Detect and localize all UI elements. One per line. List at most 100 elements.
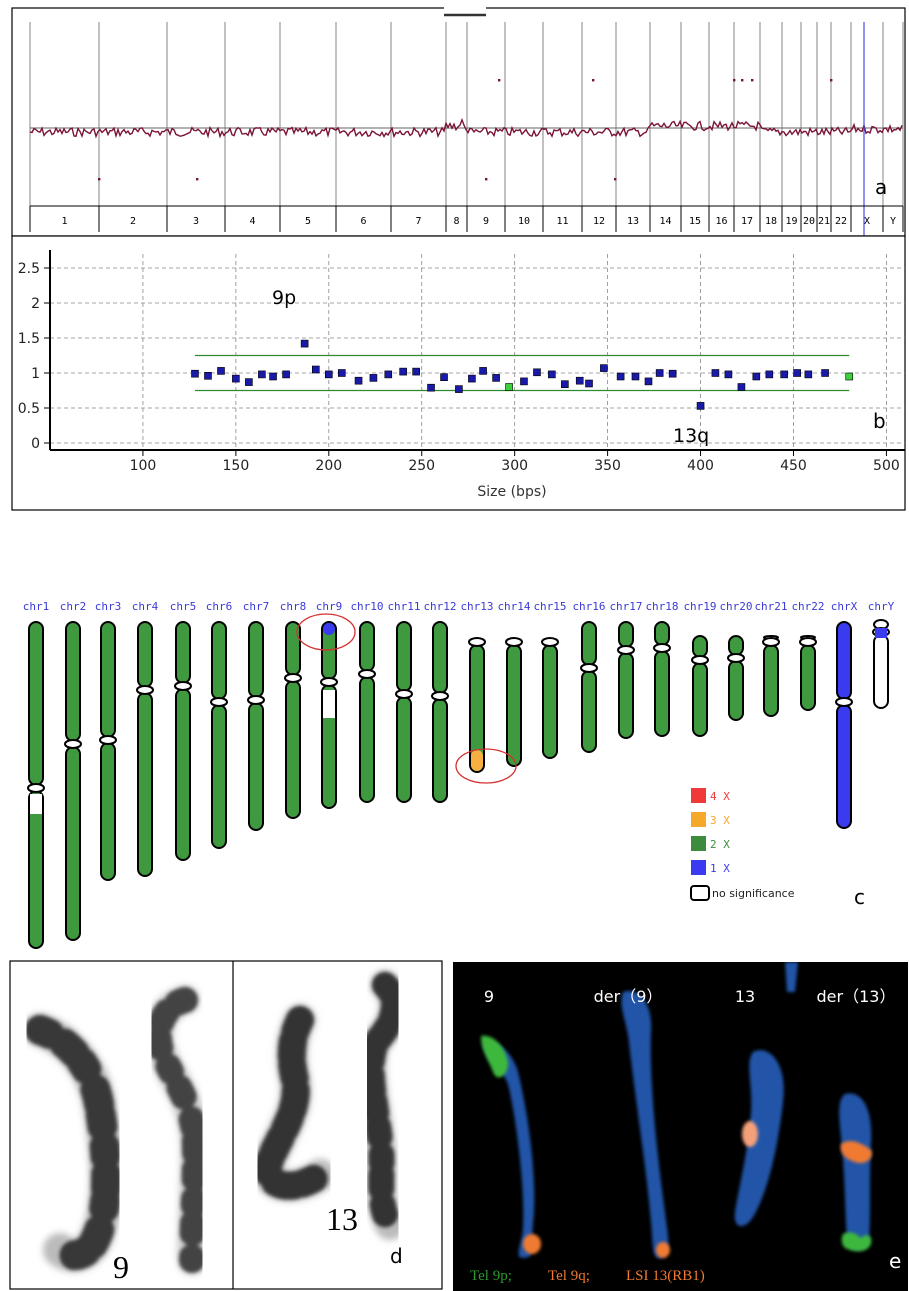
panel-b-point	[468, 374, 476, 383]
panel-e-letter: e	[889, 1249, 901, 1273]
panel-b-point	[655, 369, 664, 377]
legend-swatch-no-significance	[690, 885, 710, 901]
panel-c-ideograms	[27, 619, 890, 949]
ideogram-centromere	[835, 697, 853, 707]
panel-b-point	[217, 367, 225, 375]
ideogram-centromere	[136, 685, 154, 695]
panel-c-label-chr22: chr22	[791, 600, 824, 613]
panel-d-letter: d	[390, 1244, 403, 1268]
ideogram-q-arm	[800, 644, 816, 711]
legend-swatch-4x	[691, 788, 706, 803]
panel-b-point	[600, 364, 608, 372]
panel-b-point	[804, 370, 813, 379]
ideogram-p-arm	[359, 621, 375, 672]
panel-c-label-chr18: chr18	[645, 600, 678, 613]
panel-b-point	[479, 367, 487, 375]
panel-a-letter: a	[875, 175, 887, 199]
panel-b-label-9p: 9p	[272, 287, 296, 309]
panel-a-chromosome-label: 22	[835, 216, 847, 227]
ideogram-chrY	[872, 619, 890, 709]
panel-d-label-9: 9	[113, 1249, 129, 1285]
panel-c-label-chr4: chr4	[132, 600, 159, 613]
panel-a-chromosome-label: 12	[593, 216, 605, 227]
panel-b-xtick-label: 300	[501, 458, 528, 474]
panel-b-point	[384, 370, 393, 379]
ideogram-chr2	[64, 621, 82, 941]
panel-b-ytick-label: 1.5	[18, 331, 40, 347]
ideogram-p-arm	[654, 621, 670, 646]
ideogram-centromere	[691, 655, 709, 665]
ideogram-q-arm	[359, 676, 375, 803]
panel-a-outlier-point	[98, 178, 101, 181]
ideogram-q-arm	[654, 650, 670, 737]
panel-c-karyogram: chr1 chr2 chr3 chr4 chr5 chr6 chr7 chr8 chr9 chr1…	[23, 600, 895, 949]
panel-c-label-chrX: chrX	[831, 600, 858, 613]
ideogram-centromere	[27, 783, 45, 793]
ideogram-chr9-heterochromatin	[323, 690, 335, 718]
panel-a-chromosome-label: 21	[818, 216, 830, 227]
ideogram-chr22	[799, 635, 817, 711]
ideogram-chr8	[284, 621, 302, 819]
ideogram-chr5	[174, 621, 192, 861]
ideogram-p-arm	[692, 635, 708, 658]
panel-d-label-13: 13	[326, 1201, 358, 1237]
ideogram-q-arm	[285, 680, 301, 819]
ideogram-q-arm	[542, 644, 558, 759]
ideogram-chr18	[653, 621, 671, 737]
panel-c-chromosome-labels: chr1 chr2 chr3 chr4 chr5 chr6 chr7 chr8 chr9 chr1…	[23, 600, 895, 613]
ideogram-chrX	[835, 621, 853, 829]
panel-a-chromosome-label: 6	[360, 216, 366, 227]
panel-c-label-chr11: chr11	[387, 600, 420, 613]
panel-b-x-axis-label: Size (bps)	[477, 484, 546, 500]
panel-c-label-chr10: chr10	[350, 600, 383, 613]
panel-b-data-points	[191, 339, 854, 410]
legend-label-no-significance: no significance	[712, 887, 795, 900]
panel-a-chromosome-label: 15	[689, 216, 701, 227]
ideogram-centromere	[505, 637, 523, 647]
panel-a-outlier-point	[751, 79, 754, 82]
ideogram-chr4	[136, 621, 154, 877]
panel-c-label-chr15: chr15	[533, 600, 566, 613]
chr13-normal-gbanded	[252, 1004, 336, 1202]
panel-e-label-9: 9	[484, 987, 494, 1006]
legend-label-3x: 3 X	[710, 814, 730, 827]
ideogram-p-arm	[28, 621, 44, 786]
panel-a-chromosome-label: 2	[130, 216, 136, 227]
ideogram-q-arm	[692, 662, 708, 737]
ideogram-q-arm	[432, 698, 448, 803]
ideogram-chrY-1x-region	[875, 628, 887, 638]
ideogram-centromere	[468, 637, 486, 647]
ideogram-chr9-1x-region	[323, 623, 335, 635]
ideogram-q-arm	[396, 696, 412, 803]
panel-b-ytick-label: 2	[31, 296, 40, 312]
panel-c-highlight-9p	[296, 613, 356, 651]
fish-der13-lsi13-signal	[840, 1141, 872, 1164]
panel-b-point	[269, 372, 277, 381]
ideogram-p-arm	[211, 621, 227, 700]
panel-c-label-chr19: chr19	[683, 600, 716, 613]
legend-swatch-1x	[691, 860, 706, 875]
ideogram-p-arm	[65, 621, 81, 742]
panel-b-point	[616, 372, 625, 381]
panel-b-point	[455, 385, 463, 393]
panel-a-chromosome-label: 4	[249, 216, 255, 227]
panel-a-outlier-point	[592, 79, 595, 82]
ideogram-centromere	[64, 739, 82, 749]
ideogram-centromere	[799, 637, 817, 647]
panel-b-point	[752, 372, 761, 381]
ideogram-centromere	[174, 681, 192, 691]
panel-b-axes	[44, 250, 905, 456]
ideogram-q-arm	[248, 702, 264, 831]
ideogram-q-arm	[581, 670, 597, 753]
panel-b-point	[338, 369, 346, 377]
panel-c-legend: 4 X 3 X 2 X 1 X no significance	[690, 788, 795, 901]
panel-b-x-tick-labels: 100 150 200 250 300 350 400 450 500	[130, 458, 900, 474]
panel-e-probe-tel9q: Tel 9q;	[548, 1268, 590, 1284]
ideogram-q-arm	[28, 790, 44, 949]
ideogram-centromere	[653, 643, 671, 653]
panel-b-point	[505, 383, 513, 391]
panel-b-point	[492, 374, 500, 382]
panel-b-point	[644, 377, 653, 386]
panel-b-point	[282, 370, 290, 379]
ideogram-p-arm	[175, 621, 191, 684]
